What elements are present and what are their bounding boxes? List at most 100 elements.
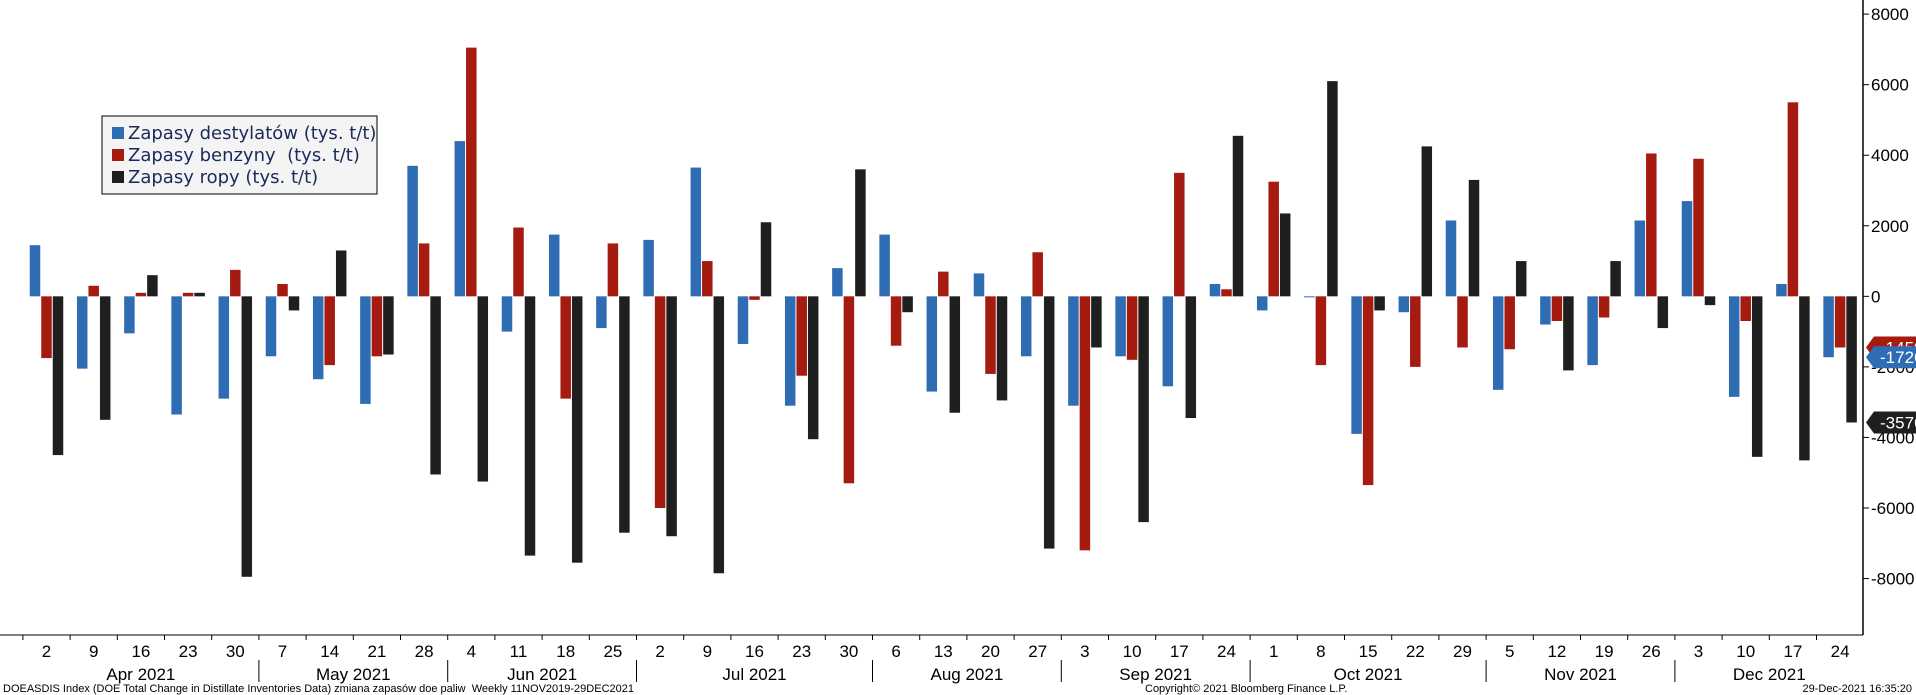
x-tick-label: 16	[131, 642, 150, 661]
x-tick-label: 24	[1217, 642, 1236, 661]
bar-s0-36	[1728, 296, 1740, 397]
x-tick-label: 14	[320, 642, 339, 661]
bar-s2-13	[666, 296, 677, 537]
x-tick-label: 12	[1547, 642, 1566, 661]
bar-s0-29	[1398, 296, 1410, 313]
x-tick-label: 22	[1406, 642, 1425, 661]
x-tick-label: 8	[1316, 642, 1325, 661]
bar-s2-28	[1374, 296, 1385, 311]
x-tick-label: 4	[467, 642, 476, 661]
x-tick-label: 24	[1831, 642, 1850, 661]
bar-s1-7	[371, 296, 383, 357]
bar-s1-13	[654, 296, 666, 508]
bar-s1-32	[1551, 296, 1563, 322]
bar-s0-9	[454, 141, 466, 297]
bar-s1-27	[1315, 296, 1327, 366]
bar-s0-25	[1209, 283, 1221, 297]
bar-s0-30	[1445, 220, 1457, 297]
bar-s1-6	[324, 296, 335, 366]
bar-s0-31	[1492, 296, 1504, 390]
bar-s2-11	[571, 296, 583, 563]
x-tick-label: 6	[891, 642, 900, 661]
month-label: Jun 2021	[507, 665, 577, 684]
bar-s1-36	[1740, 296, 1751, 322]
legend-swatch-0	[112, 127, 124, 139]
bar-s2-31	[1515, 261, 1527, 297]
bar-s2-8	[430, 296, 441, 475]
x-tick-label: 23	[792, 642, 811, 661]
legend-label-2: Zapasy ropy (tys. t/t)	[128, 167, 318, 188]
bar-s0-6	[312, 296, 324, 380]
bar-s1-29	[1410, 296, 1421, 367]
bar-s2-20	[996, 296, 1008, 401]
bar-s1-8	[418, 243, 430, 297]
bar-s2-1	[99, 296, 111, 420]
bar-s2-17	[855, 169, 866, 297]
bar-s1-38	[1834, 296, 1846, 348]
bar-s2-24	[1185, 296, 1197, 419]
y-tick-label: 6000	[1871, 76, 1909, 95]
x-tick-label: 19	[1595, 642, 1614, 661]
bar-s0-34	[1634, 220, 1646, 297]
bar-s2-22	[1091, 296, 1102, 348]
bar-s0-32	[1540, 296, 1551, 325]
x-tick-label: 2	[42, 642, 51, 661]
bar-s1-25	[1221, 289, 1232, 297]
bar-s2-5	[288, 296, 300, 311]
bar-s1-26	[1268, 181, 1279, 297]
bar-s0-35	[1681, 201, 1693, 297]
last-value-tag-1: -1726	[1866, 346, 1916, 369]
month-label: Jul 2021	[722, 665, 786, 684]
x-tick-label: 15	[1359, 642, 1378, 661]
bar-s2-16	[807, 296, 819, 440]
x-tick-label: 3	[1080, 642, 1089, 661]
bar-s0-11	[548, 234, 560, 297]
bar-s2-7	[383, 296, 394, 355]
x-tick-label: 23	[179, 642, 198, 661]
x-tick-label: 5	[1505, 642, 1514, 661]
x-tick-label: 16	[745, 642, 764, 661]
bar-s0-19	[926, 296, 938, 392]
bar-s2-4	[241, 296, 253, 577]
bar-s2-26	[1279, 213, 1291, 297]
bar-s1-35	[1693, 158, 1704, 297]
bar-s1-14	[702, 261, 713, 297]
bar-s1-21	[1032, 252, 1043, 297]
bar-s1-11	[560, 296, 571, 399]
bar-s0-2	[124, 296, 135, 334]
bar-s1-28	[1362, 296, 1374, 486]
x-tick-label: 20	[981, 642, 1000, 661]
x-tick-label: 10	[1736, 642, 1755, 661]
bar-s2-19	[949, 296, 961, 413]
bar-s0-15	[737, 296, 749, 344]
bar-s2-15	[760, 222, 772, 297]
bar-s1-34	[1646, 153, 1657, 297]
bar-s1-2	[135, 292, 147, 297]
bar-s1-37	[1787, 102, 1799, 297]
x-tick-label: 9	[703, 642, 712, 661]
bar-s2-2	[147, 275, 158, 297]
bar-s2-21	[1043, 296, 1055, 549]
last-value-tag-2: -3576	[1866, 411, 1916, 434]
legend-box	[101, 115, 378, 195]
bar-s1-16	[796, 296, 807, 376]
bar-s2-33	[1610, 261, 1621, 297]
x-tick-label: 2	[655, 642, 664, 661]
bar-s0-4	[218, 296, 230, 399]
x-tick-label: 30	[839, 642, 858, 661]
bar-s0-12	[596, 296, 607, 329]
bar-s1-30	[1457, 296, 1468, 348]
legend-label-0: Zapasy destylatów (tys. t/t)	[128, 123, 376, 144]
bar-s0-28	[1351, 296, 1362, 434]
bar-s1-9	[466, 47, 477, 297]
bars-layer	[29, 47, 1857, 577]
legend-label-1: Zapasy benzyny (tys. t/t)	[128, 145, 360, 166]
bar-s1-5	[277, 283, 288, 297]
bar-s0-26	[1256, 296, 1268, 311]
x-tick-label: 26	[1642, 642, 1661, 661]
bar-s2-12	[619, 296, 630, 533]
last-value-tag-text: -1726	[1880, 348, 1916, 367]
y-tick-label: 4000	[1871, 146, 1909, 165]
